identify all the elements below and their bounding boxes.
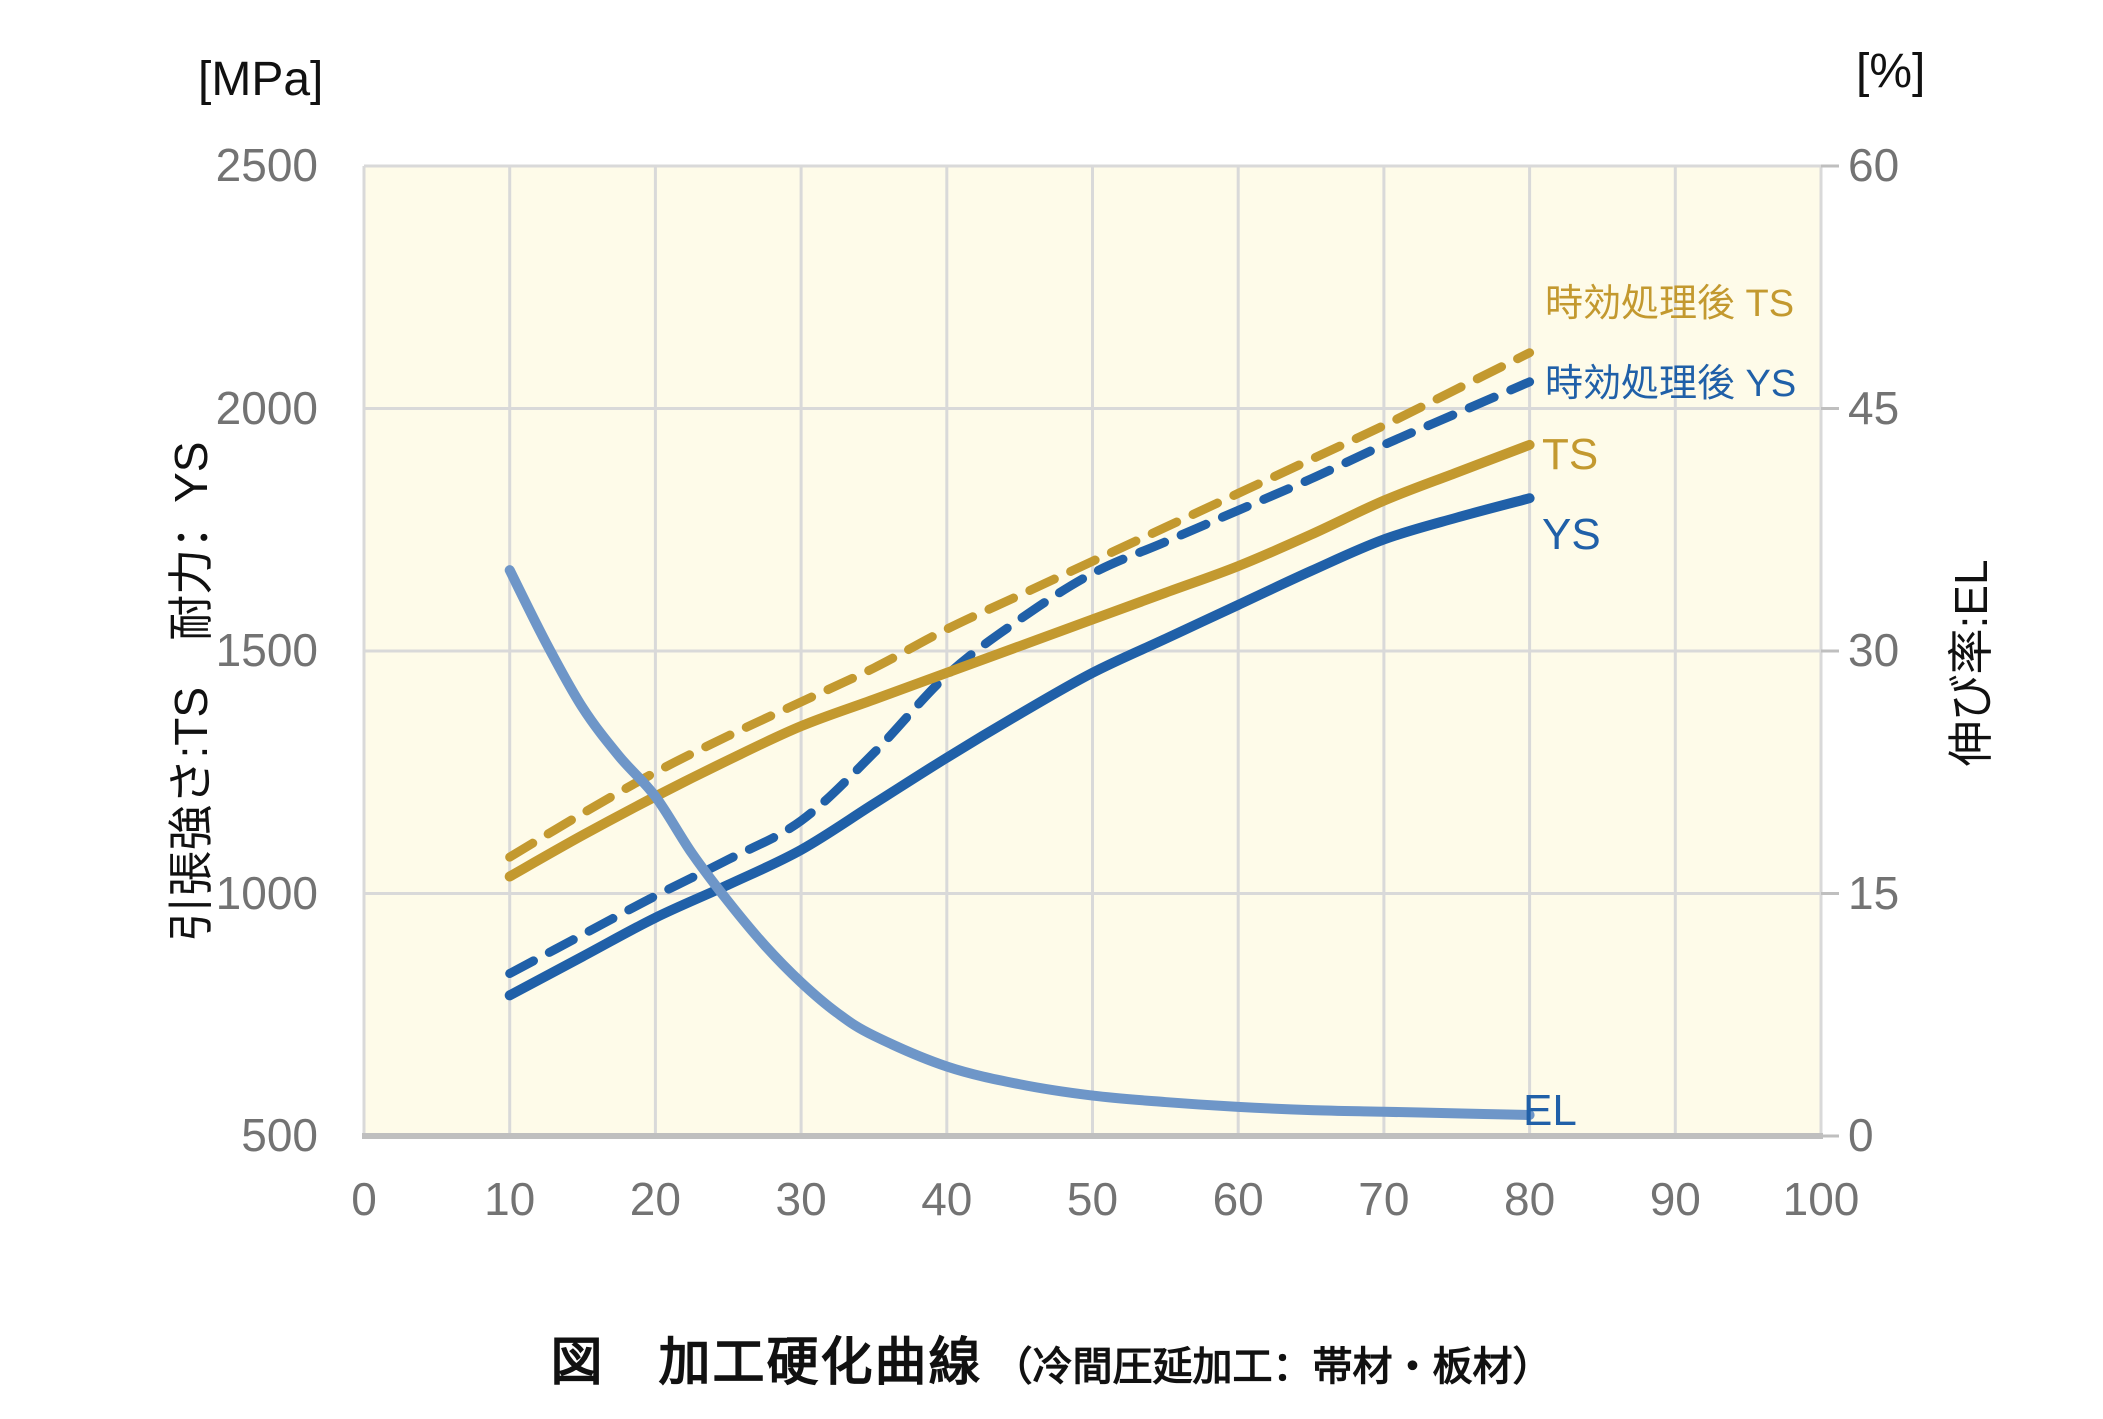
tick-label: 100 (1782, 1173, 1860, 1225)
caption-main: 図 加工硬化曲線 (550, 1334, 983, 1392)
tick-label: 60 (1212, 1173, 1264, 1225)
tick-label: 50 (1066, 1173, 1119, 1225)
left-axis-unit: [MPa] (198, 53, 324, 106)
tick-label: 90 (1649, 1173, 1701, 1225)
tick-label: 2500 (215, 139, 318, 191)
tick-label: 0 (1848, 1109, 1874, 1161)
tick-label: 1500 (215, 624, 318, 676)
tick-label: 70 (1358, 1173, 1410, 1225)
right-axis-title: 伸び率:EL (1945, 559, 1997, 767)
legend-aged-ts: 時効処理後 TS (1545, 283, 1795, 325)
legend-ts: TS (1542, 430, 1599, 479)
tick-label: 30 (775, 1173, 827, 1225)
tick-label: 20 (629, 1173, 681, 1225)
tick-label: 500 (241, 1109, 318, 1161)
caption-sub: （冷間圧延加工：帯材・板材） (992, 1345, 1553, 1389)
tick-label: 10 (484, 1173, 536, 1225)
data-series-lines (504, 348, 1535, 1120)
tick-label: 45 (1848, 381, 1900, 434)
tick-label: 40 (921, 1173, 973, 1225)
right-axis-tickmarks (1821, 164, 1839, 1138)
legend-aged-ys: 時効処理後 YS (1545, 363, 1797, 405)
tick-label: 15 (1848, 866, 1900, 919)
legend-ys: YS (1542, 510, 1601, 559)
tick-label: 30 (1848, 624, 1900, 676)
tick-label: 1000 (215, 866, 318, 919)
tick-label: 2000 (215, 381, 318, 434)
tick-label: 0 (351, 1173, 377, 1225)
tick-label: 60 (1848, 139, 1900, 191)
tick-label: 80 (1504, 1173, 1556, 1225)
legend-el: EL (1523, 1086, 1577, 1135)
figure-caption: 図 加工硬化曲線 （冷間圧延加工：帯材・板材） (0, 1320, 2103, 1395)
right-axis-unit: [%] (1856, 45, 1926, 98)
